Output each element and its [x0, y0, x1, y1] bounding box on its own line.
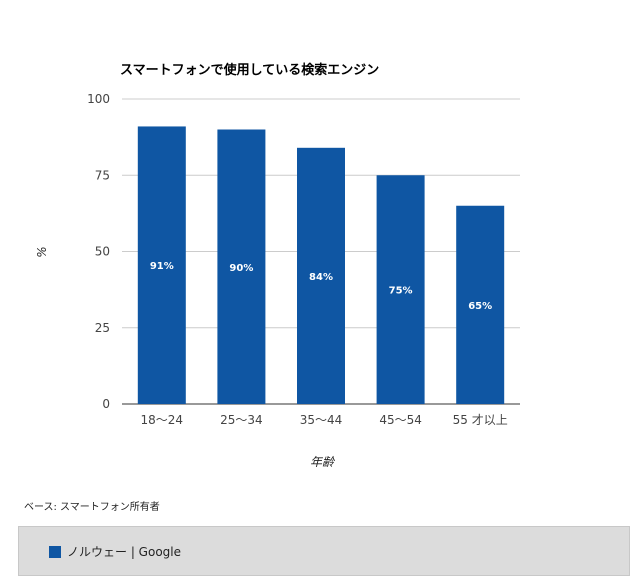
bar[interactable]	[297, 147, 345, 405]
bar-chart: スマートフォンで使用している検索エンジン 0 25 50 75 100 91% 90% 84…	[35, 62, 520, 469]
bar[interactable]	[376, 175, 425, 404]
base-note: ベース: スマートフォン所有者	[24, 502, 160, 513]
y-tick-label: 25	[95, 321, 110, 335]
x-axis-title: 年齢	[310, 455, 336, 469]
bar-value-label: 84%	[309, 272, 333, 283]
y-tick-label: 100	[87, 92, 110, 106]
legend-label: ノルウェー | Google	[67, 545, 181, 559]
y-tick-label: 50	[95, 245, 110, 259]
x-axis-ticks: 18〜24 25〜34 35〜44 45〜54 55 才以上	[141, 413, 508, 427]
bar[interactable]	[137, 126, 186, 404]
x-tick-label: 25〜34	[220, 413, 263, 427]
chart-title: スマートフォンで使用している検索エンジン	[120, 62, 379, 78]
bar-value-label: 90%	[229, 263, 253, 274]
y-axis-title: %	[35, 246, 49, 257]
legend-item[interactable]: ノルウェー | Google	[49, 543, 181, 560]
bar[interactable]	[456, 205, 505, 404]
x-tick-label: 18〜24	[141, 413, 184, 427]
bar-value-label: 75%	[389, 286, 413, 297]
x-tick-label: 55 才以上	[453, 413, 508, 427]
legend: ノルウェー | Google	[18, 526, 630, 576]
bar-value-label: 91%	[150, 261, 174, 272]
y-tick-label: 75	[95, 168, 110, 182]
x-tick-label: 45〜54	[379, 413, 422, 427]
bars: 91% 90% 84% 75% 65%	[137, 126, 505, 405]
y-tick-label: 0	[102, 397, 110, 411]
legend-swatch	[49, 545, 61, 558]
bar-value-label: 65%	[468, 301, 492, 312]
x-tick-label: 35〜44	[300, 413, 343, 427]
y-axis-ticks: 0 25 50 75 100	[87, 92, 110, 411]
bar[interactable]	[217, 129, 266, 405]
